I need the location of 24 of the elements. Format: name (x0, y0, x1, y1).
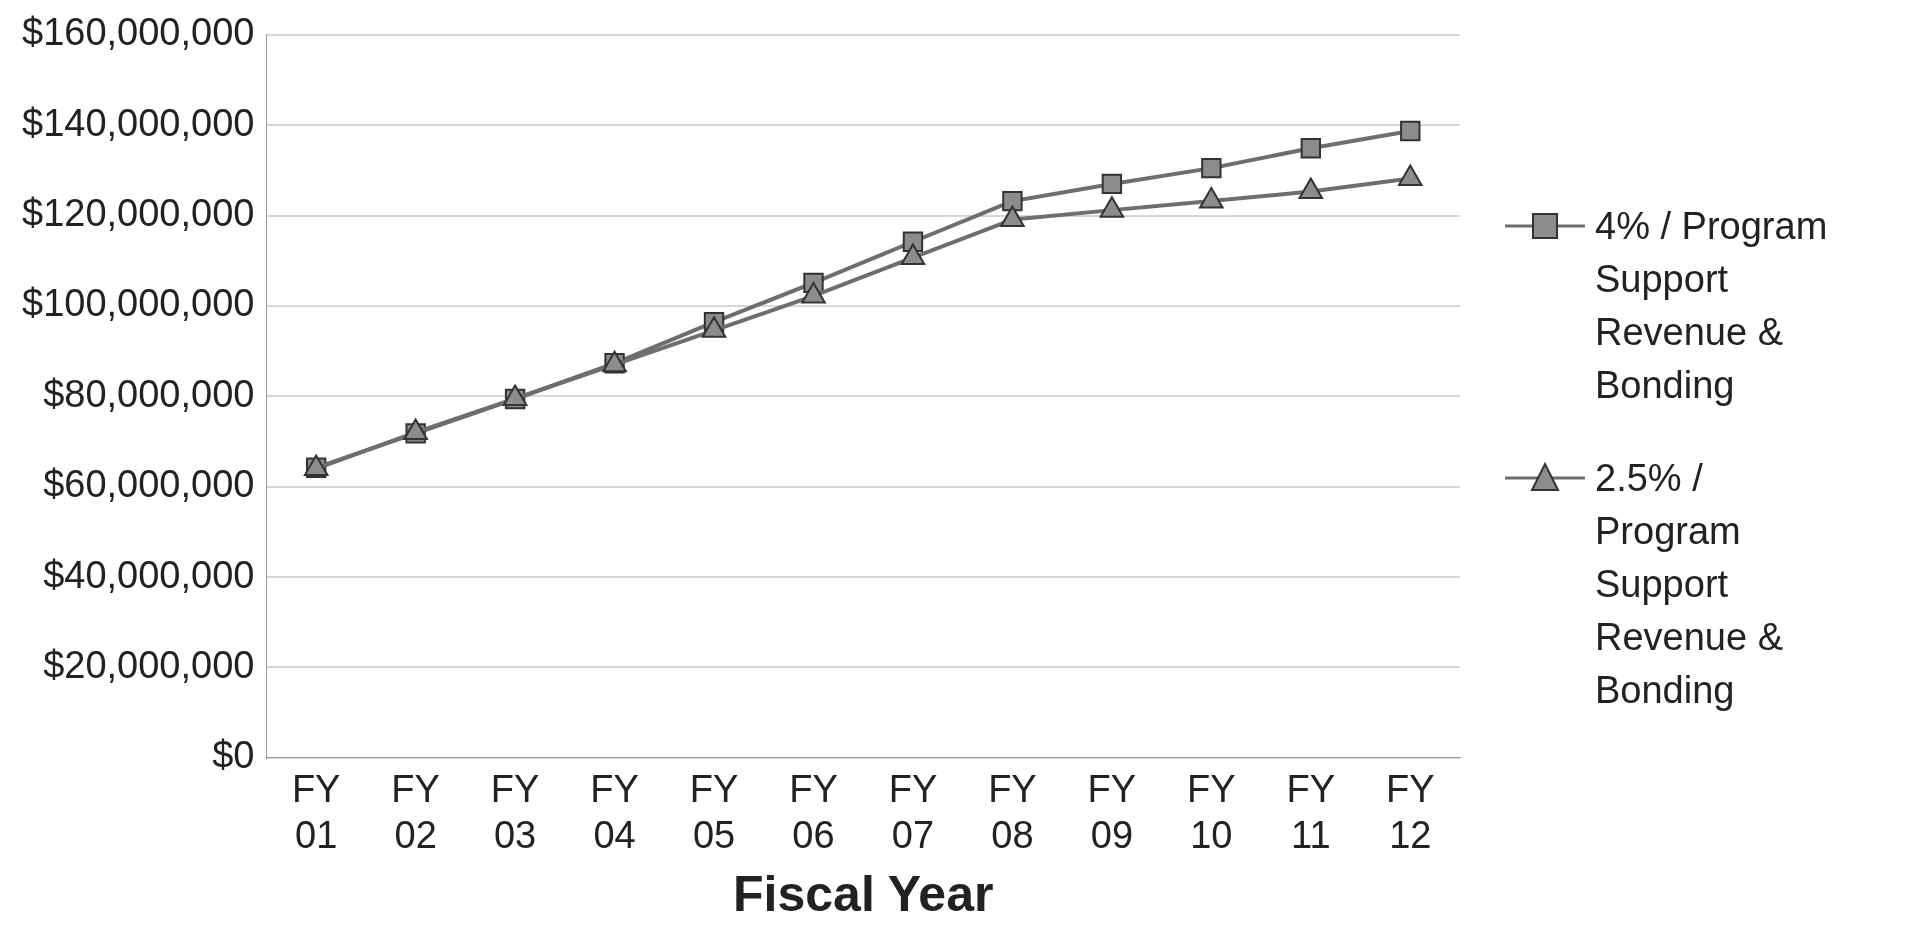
y-tick-label: $100,000,000 (22, 282, 255, 325)
x-tick-label: FY 02 (391, 768, 440, 856)
y-tick-label: $60,000,000 (43, 463, 255, 506)
y-tick-label: $120,000,000 (22, 192, 255, 235)
y-tick-label: $40,000,000 (43, 553, 255, 596)
y-tick-label: $80,000,000 (43, 372, 255, 415)
y-tick-label: $20,000,000 (43, 643, 255, 686)
x-tick-label: FY 09 (1087, 768, 1137, 856)
x-tick-label: FY 01 (291, 768, 341, 856)
y-tick-label: $160,000,000 (22, 11, 255, 54)
x-axis-title: Fiscal Year (733, 865, 994, 922)
legend-label: 2.5% / Program Support Revenue & Bonding (1595, 456, 1784, 713)
x-tick-label: FY 10 (1187, 768, 1236, 856)
x-tick-label: FY 12 (1385, 768, 1435, 856)
y-tick-label: $140,000,000 (22, 101, 255, 144)
x-tick-label: FY 03 (490, 768, 540, 856)
legend-label: 4% / Program Support Revenue & Bonding (1595, 204, 1829, 408)
x-tick-label: FY 06 (789, 768, 838, 856)
x-tick-label: FY 11 (1286, 768, 1336, 856)
x-tick-label: FY 07 (888, 768, 938, 856)
x-tick-label: FY 04 (590, 768, 639, 856)
x-tick-label: FY 05 (689, 768, 739, 856)
y-tick-label: $0 (212, 734, 255, 777)
x-tick-label: FY 08 (988, 768, 1037, 856)
